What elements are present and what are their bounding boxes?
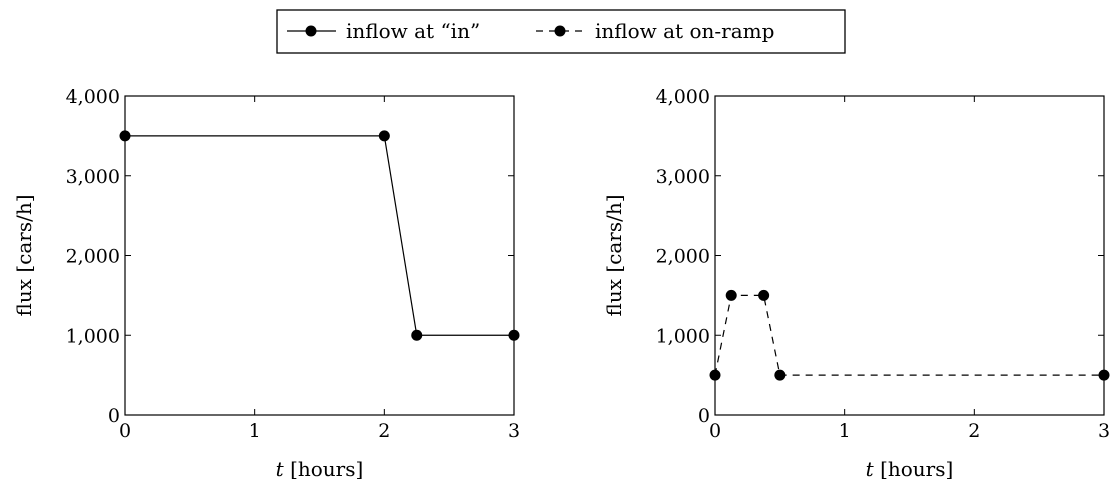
y-axis-label: flux [cars/h] xyxy=(12,194,36,316)
y-tick-label: 4,000 xyxy=(656,86,710,108)
data-point xyxy=(774,369,786,381)
y-axis-label: flux [cars/h] xyxy=(602,194,626,316)
y-tick-label: 1,000 xyxy=(656,325,710,347)
x-tick-labels: 0 1 2 3 xyxy=(709,420,1110,442)
y-tick-label: 3,000 xyxy=(66,166,120,188)
y-tick-label: 1,000 xyxy=(66,325,120,347)
x-axis-unit: [hours] xyxy=(880,457,953,481)
chart-inflow-on-ramp: 0 1,000 2,000 3,000 4,000 0 1 2 3 t [hours] flu… xyxy=(602,86,1110,481)
data-point xyxy=(411,329,423,341)
data-point xyxy=(119,130,131,142)
y-tick-label: 3,000 xyxy=(656,166,710,188)
legend-entry-dashed: inflow at on-ramp xyxy=(536,19,774,43)
x-tick-label: 3 xyxy=(508,420,520,442)
legend-label-inflow-in: inflow at “in” xyxy=(346,19,480,43)
series-layer xyxy=(119,130,520,341)
y-tick-labels: 0 1,000 2,000 3,000 4,000 xyxy=(66,86,120,427)
y-tick-label: 2,000 xyxy=(66,246,120,268)
legend-label-inflow-on-ramp: inflow at on-ramp xyxy=(595,19,774,43)
legend-solid-marker xyxy=(305,25,317,37)
x-tick-label: 2 xyxy=(968,420,980,442)
data-point xyxy=(725,289,737,301)
data-point xyxy=(758,289,770,301)
x-tick-label: 1 xyxy=(249,420,261,442)
y-tick-labels: 0 1,000 2,000 3,000 4,000 xyxy=(656,86,710,427)
legend: inflow at “in” inflow at on-ramp xyxy=(276,9,846,54)
chart-inflow-in: 0 1,000 2,000 3,000 4,000 0 1 2 3 t [hours] flu… xyxy=(12,86,520,481)
y-tick-label: 0 xyxy=(108,405,120,427)
plot-frame xyxy=(124,95,515,416)
legend-entry-solid: inflow at “in” xyxy=(287,19,480,43)
legend-dashed-marker xyxy=(554,25,566,37)
data-point xyxy=(378,130,390,142)
data-point xyxy=(709,369,721,381)
data-point xyxy=(508,329,520,341)
series-line xyxy=(125,135,514,336)
x-axis-label: t [hours] xyxy=(866,457,954,481)
y-tick-label: 4,000 xyxy=(66,86,120,108)
x-axis-label: t [hours] xyxy=(276,457,364,481)
series-layer xyxy=(709,289,1110,381)
x-tick-label: 0 xyxy=(709,420,721,442)
y-tick-label: 0 xyxy=(698,405,710,427)
x-tick-label: 3 xyxy=(1098,420,1110,442)
y-tick-label: 2,000 xyxy=(656,246,710,268)
data-point xyxy=(1098,369,1110,381)
tick-marks xyxy=(124,95,515,416)
x-axis-unit: [hours] xyxy=(290,457,363,481)
plot-frame xyxy=(714,95,1105,416)
x-tick-label: 2 xyxy=(378,420,390,442)
x-axis-variable: t xyxy=(276,457,285,481)
tick-marks xyxy=(714,95,1105,416)
x-tick-label: 0 xyxy=(119,420,131,442)
x-axis-variable: t xyxy=(866,457,875,481)
series-line xyxy=(714,294,1104,376)
x-tick-label: 1 xyxy=(839,420,851,442)
x-tick-labels: 0 1 2 3 xyxy=(119,420,520,442)
